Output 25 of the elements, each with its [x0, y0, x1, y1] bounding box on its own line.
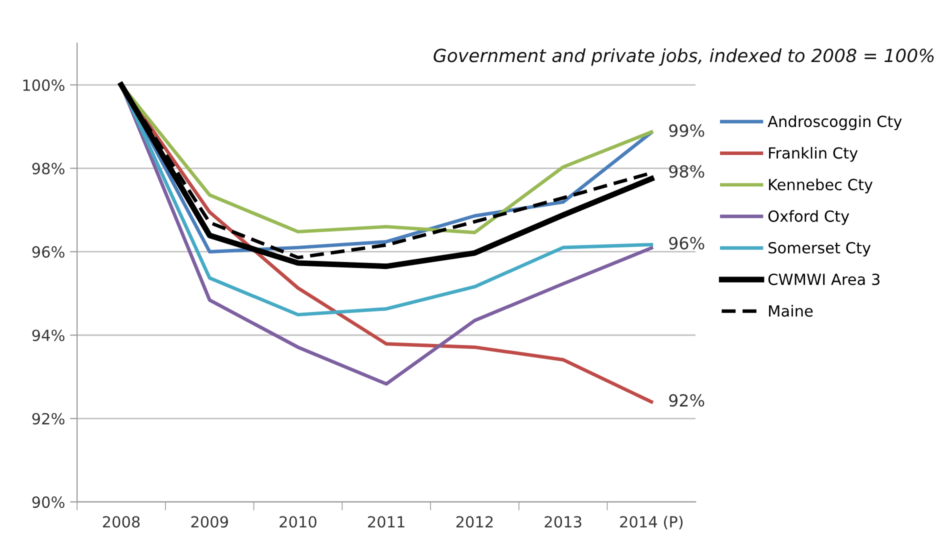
legend-label: Oxford Cty: [768, 210, 850, 225]
legend-label: Androscoggin Cty: [768, 115, 902, 130]
y-tick-label: 100%: [23, 79, 64, 91]
x-tick-label: 2010: [280, 516, 316, 528]
legend-label: Somerset Cty: [768, 242, 871, 257]
y-tick-label: 92%: [32, 412, 64, 425]
annotation: 98%: [669, 165, 704, 178]
legend-label: Maine: [769, 304, 813, 317]
x-tick-label: 2012: [456, 516, 493, 528]
x-tick-label: 2014 (P): [620, 516, 683, 530]
y-tick-label: 94%: [32, 330, 64, 342]
chart-title: Government and private jobs, indexed to 2008 = 100%: [434, 48, 934, 66]
y-tick-label: 90%: [32, 496, 64, 508]
annotation: 99%: [669, 124, 704, 137]
x-tick-label: 2009: [191, 516, 228, 528]
x-tick-label: 2011: [368, 516, 404, 528]
x-tick-label: 2013: [544, 516, 582, 528]
x-tick-label: 2008: [102, 516, 140, 528]
annotation: 96%: [669, 236, 704, 250]
legend-label: Kennebec Cty: [769, 178, 873, 194]
annotation: 92%: [669, 394, 704, 407]
legend-label: Franklin Cty: [769, 146, 858, 162]
y-tick-label: 98%: [32, 162, 64, 174]
legend-label: CWMWI Area 3: [768, 274, 880, 286]
y-tick-label: 96%: [32, 246, 64, 258]
